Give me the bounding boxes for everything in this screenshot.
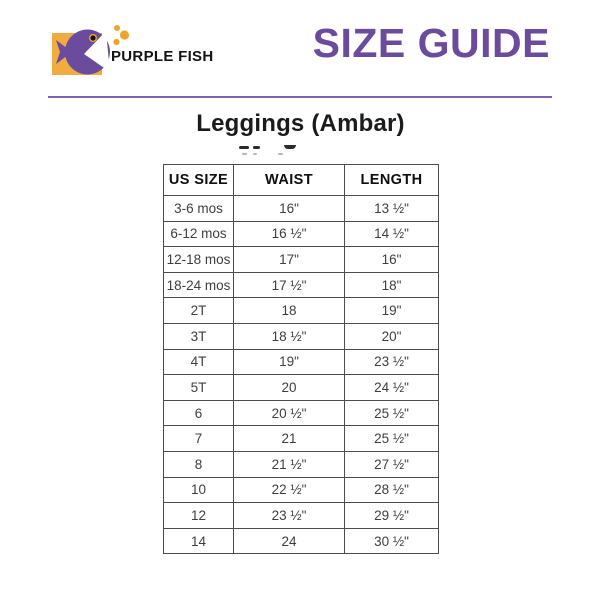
table-row: 18-24 mos 17 ½" 18" (163, 271, 439, 299)
us-size-cell: 12-18 mos (163, 246, 234, 273)
divider-line (48, 96, 552, 98)
us-size-cell: 8 (163, 450, 234, 478)
length-cell: 24 ½" (344, 374, 439, 401)
text-artifact-mark (239, 146, 249, 149)
waist-cell: 17 ½" (233, 271, 345, 299)
column-header-us-size: US SIZE (163, 164, 234, 196)
table-row: 3-6 mos 16" 13 ½" (163, 195, 439, 222)
waist-cell: 17" (233, 246, 345, 273)
fish-mouth (84, 31, 110, 72)
us-size-cell: 7 (163, 425, 234, 452)
purple-fish-logo-icon (52, 25, 130, 75)
waist-cell: 16 ½" (233, 220, 345, 248)
text-artifact-mark (253, 146, 260, 149)
text-artifact-mark (242, 153, 247, 155)
page-title: SIZE GUIDE (312, 20, 550, 66)
waist-cell: 23 ½" (233, 502, 345, 529)
table-row: 12 23 ½" 29 ½" (163, 502, 439, 529)
table-row: 4T 19" 23 ½" (163, 348, 439, 376)
table-row: 3T 18 ½" 20" (163, 322, 439, 350)
waist-cell: 21 (233, 425, 345, 452)
waist-cell: 19" (233, 348, 345, 376)
length-cell: 20" (344, 322, 439, 350)
length-cell: 30 ½" (344, 527, 439, 555)
waist-cell: 20 ½" (233, 399, 345, 427)
table-row: 6 20 ½" 25 ½" (163, 399, 439, 427)
size-table: US SIZE WAIST LENGTH 3-6 mos 16" 13 ½" 6… (163, 164, 439, 555)
table-row: 6-12 mos 16 ½" 14 ½" (163, 220, 439, 248)
header-row: US SIZE WAIST LENGTH (163, 164, 439, 196)
us-size-cell: 5T (163, 374, 234, 401)
length-cell: 25 ½" (344, 425, 439, 452)
waist-cell: 22 ½" (233, 476, 345, 504)
fish-tail (56, 40, 72, 64)
waist-cell: 18 ½" (233, 322, 345, 350)
us-size-cell: 3T (163, 322, 234, 350)
waist-cell: 18 (233, 297, 345, 324)
us-size-cell: 6 (163, 399, 234, 427)
length-cell: 28 ½" (344, 476, 439, 504)
size-table-body: 3-6 mos 16" 13 ½" 6-12 mos 16 ½" 14 ½" 1… (163, 195, 439, 555)
brand-name: PURPLE FISH (111, 48, 214, 65)
us-size-cell: 6-12 mos (163, 220, 234, 248)
table-row: 12-18 mos 17" 16" (163, 246, 439, 273)
length-cell: 18" (344, 271, 439, 299)
length-cell: 14 ½" (344, 220, 439, 248)
length-cell: 13 ½" (344, 195, 439, 222)
waist-cell: 16" (233, 195, 345, 222)
bubble-icon (114, 25, 120, 31)
section-title: Leggings (Ambar) (196, 110, 405, 137)
text-artifact-mark (284, 145, 296, 149)
us-size-cell: 12 (163, 502, 234, 529)
waist-cell: 21 ½" (233, 450, 345, 478)
us-size-cell: 14 (163, 527, 234, 555)
table-row: 14 24 30 ½" (163, 527, 439, 555)
column-header-waist: WAIST (233, 164, 345, 196)
us-size-cell: 10 (163, 476, 234, 504)
length-cell: 25 ½" (344, 399, 439, 427)
table-row: 8 21 ½" 27 ½" (163, 450, 439, 478)
length-cell: 23 ½" (344, 348, 439, 376)
table-row: 2T 18 19" (163, 297, 439, 324)
us-size-cell: 2T (163, 297, 234, 324)
waist-cell: 20 (233, 374, 345, 401)
column-header-length: LENGTH (344, 164, 439, 196)
us-size-cell: 3-6 mos (163, 195, 234, 222)
waist-cell: 24 (233, 527, 345, 555)
us-size-cell: 18-24 mos (163, 271, 234, 299)
length-cell: 29 ½" (344, 502, 439, 529)
text-artifact-mark (278, 153, 283, 155)
bubble-icon (113, 38, 120, 46)
table-row: 10 22 ½" 28 ½" (163, 476, 439, 504)
table-row: 5T 20 24 ½" (163, 374, 439, 401)
length-cell: 19" (344, 297, 439, 324)
fish-eye (90, 35, 96, 41)
us-size-cell: 4T (163, 348, 234, 376)
size-table-header: US SIZE WAIST LENGTH (163, 164, 439, 196)
bubble-icon (119, 30, 130, 40)
length-cell: 27 ½" (344, 450, 439, 478)
text-artifact-mark (253, 153, 257, 155)
table-row: 7 21 25 ½" (163, 425, 439, 452)
length-cell: 16" (344, 246, 439, 273)
